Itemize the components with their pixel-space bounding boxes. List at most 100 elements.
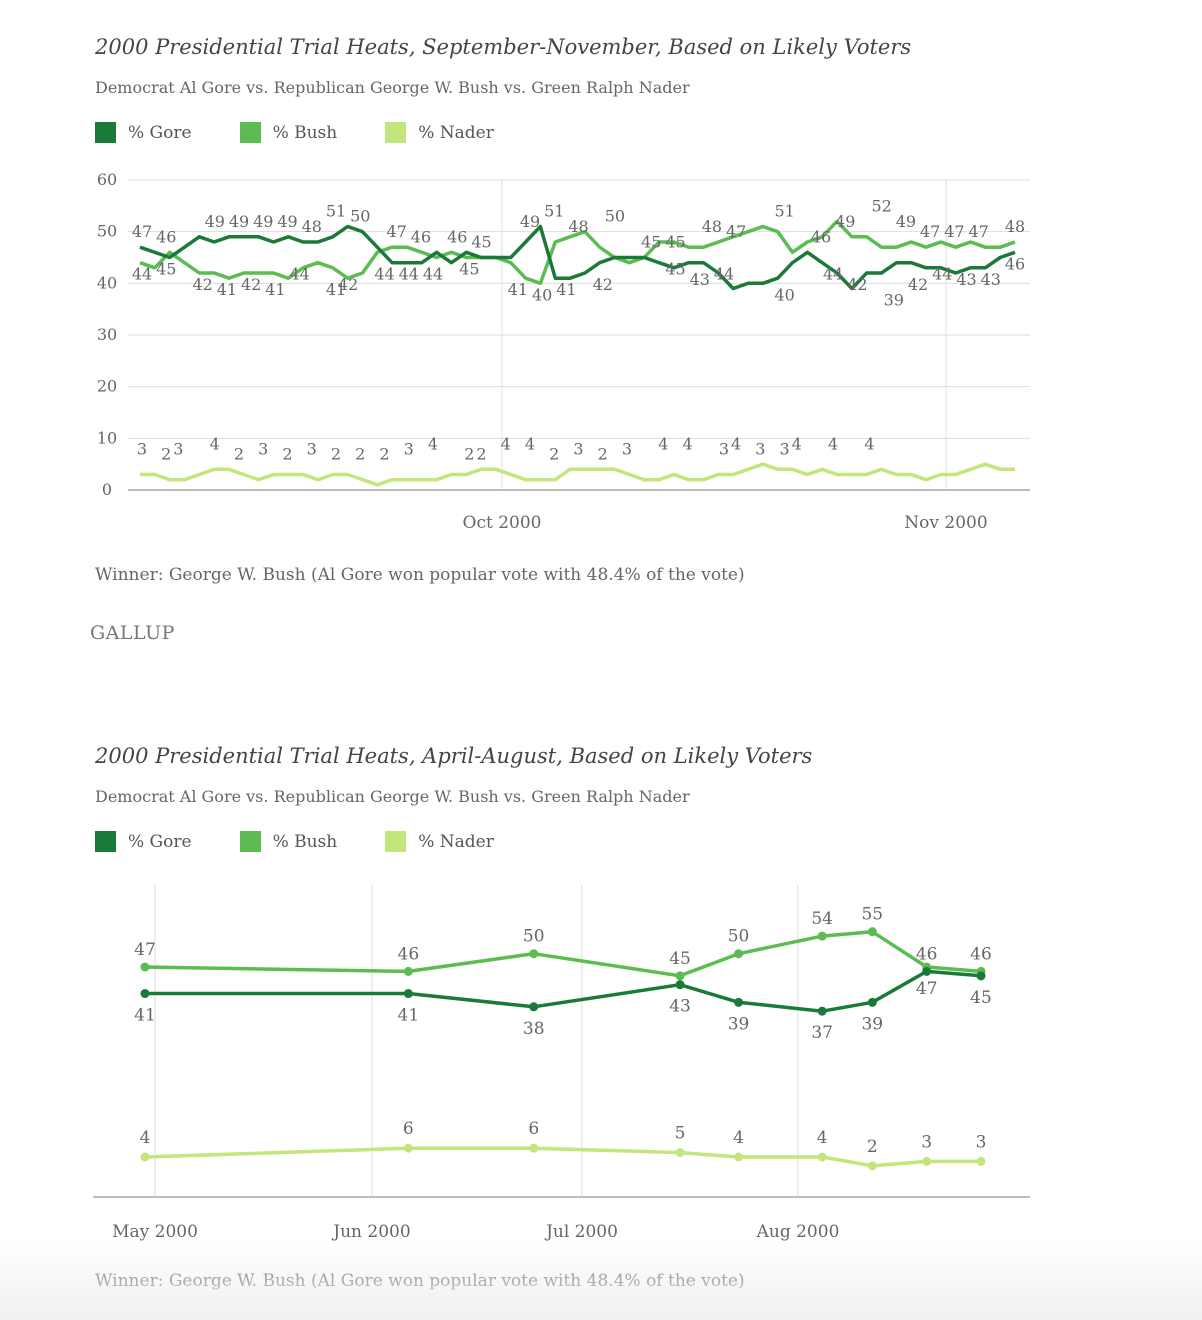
data-label-nader: 3: [719, 440, 729, 459]
data-label-gore: 43: [669, 997, 691, 1017]
data-label-nader: 4: [817, 1128, 828, 1148]
legend-swatch-bush: [239, 122, 261, 143]
data-label-gore: 47: [968, 222, 988, 241]
data-label-gore: 46: [411, 227, 431, 246]
data-label-gore: 49: [229, 212, 249, 231]
chart-title: 2000 Presidential Trial Heats, September…: [95, 35, 912, 59]
x-tick-label: Nov 2000: [904, 513, 987, 533]
data-point-bush: [403, 966, 413, 976]
data-label-bush: 42: [847, 275, 867, 294]
data-label-bush: 41: [556, 280, 576, 299]
data-label-bush: 44: [423, 265, 443, 284]
data-label-nader: 2: [282, 445, 292, 464]
data-label-bush: 42: [192, 275, 212, 294]
data-label-gore: 49: [520, 212, 540, 231]
data-point-gore: [734, 997, 744, 1007]
data-label-gore: 50: [605, 207, 625, 226]
data-label-nader: 3: [307, 440, 317, 459]
data-label-bush: 40: [774, 285, 794, 304]
data-label-bush: 45: [156, 260, 176, 279]
data-label-gore: 38: [523, 1019, 545, 1039]
data-point-gore: [403, 989, 413, 999]
data-label-gore: 49: [277, 212, 297, 231]
data-label-nader: 4: [210, 434, 220, 453]
data-point-gore: [140, 989, 150, 999]
legend-label-bush: % Bush: [272, 122, 338, 143]
y-tick-label: 50: [97, 222, 117, 241]
data-point-bush: [867, 927, 877, 937]
data-label-gore: 51: [326, 202, 346, 221]
legend-item-bush: % Bush: [239, 122, 338, 143]
data-label-nader: 2: [867, 1137, 878, 1157]
data-label-bush: 44: [374, 265, 394, 284]
data-label-gore: 48: [702, 217, 722, 236]
data-label-nader: 4: [501, 434, 511, 453]
data-label-gore: 39: [728, 1014, 750, 1034]
data-label-gore: 49: [835, 212, 855, 231]
data-label-bush: 41: [217, 280, 237, 299]
data-label-bush: 44: [714, 265, 734, 284]
data-label-gore: 45: [970, 988, 992, 1008]
y-tick-label: 60: [97, 170, 117, 189]
data-label-gore: 46: [811, 227, 831, 246]
series-line-gore: [145, 969, 982, 1013]
data-label-bush: 44: [823, 265, 843, 284]
data-label-bush: 42: [241, 275, 261, 294]
data-point-gore: [675, 980, 685, 990]
data-point-bush: [675, 971, 685, 981]
chart-title: 2000 Presidential Trial Heats, April-Aug…: [95, 744, 813, 768]
legend-label-gore: % Gore: [128, 831, 192, 852]
series-line-nader: [144, 1146, 981, 1168]
data-label-nader: 4: [525, 434, 535, 453]
data-label-bush: 45: [665, 260, 685, 279]
data-label-gore: 45: [641, 233, 661, 252]
data-label-gore: 45: [665, 233, 685, 252]
legend-item-gore: % Gore: [95, 831, 192, 852]
chart-subtitle: Democrat Al Gore vs. Republican George W…: [95, 787, 690, 806]
data-label-nader: 6: [403, 1119, 414, 1139]
legend-label-gore: % Gore: [128, 122, 192, 143]
data-label-gore: 52: [871, 196, 891, 215]
data-label-bush: 44: [132, 265, 152, 284]
data-point-nader: [976, 1156, 986, 1166]
y-tick-label: 40: [97, 273, 117, 292]
data-label-bush: 45: [459, 260, 479, 279]
data-label-nader: 2: [476, 445, 486, 464]
chart-legend: % Gore % Bush % Nader: [95, 831, 542, 852]
legend-label-bush: % Bush: [272, 831, 338, 852]
data-label-bush: 44: [289, 265, 309, 284]
data-label-nader: 2: [331, 445, 341, 464]
y-tick-label: 20: [97, 377, 117, 396]
data-label-nader: 4: [140, 1128, 151, 1148]
series-line-gore: [139, 224, 1016, 291]
data-point-gore: [867, 997, 877, 1007]
brand-logo: GALLUP: [90, 622, 175, 644]
data-point-gore: [976, 971, 986, 981]
data-point-gore: [817, 1006, 827, 1016]
data-label-bush: 42: [593, 275, 613, 294]
data-label-bush: 47: [134, 940, 156, 960]
data-label-gore: 46: [447, 227, 467, 246]
data-label-bush: 50: [523, 927, 545, 947]
data-label-gore: 39: [861, 1014, 883, 1034]
data-label-nader: 2: [598, 445, 608, 464]
data-label-bush: 46: [1005, 254, 1025, 273]
data-label-nader: 3: [573, 440, 583, 459]
data-label-nader: 3: [258, 440, 268, 459]
data-label-nader: 4: [658, 434, 668, 453]
data-label-gore: 45: [471, 233, 491, 252]
chart-footnote: Winner: George W. Bush (Al Gore won popu…: [95, 565, 745, 585]
data-label-gore: 47: [726, 222, 746, 241]
legend-swatch-gore: [95, 122, 116, 143]
data-point-gore: [922, 966, 932, 976]
data-label-nader: 4: [428, 434, 438, 453]
data-label-nader: 2: [549, 445, 559, 464]
y-tick-label: 0: [102, 480, 112, 499]
data-point-nader: [867, 1161, 877, 1171]
data-label-gore: 49: [896, 212, 916, 231]
data-label-nader: 3: [780, 440, 790, 459]
data-label-gore: 48: [302, 217, 322, 236]
data-label-bush: 40: [532, 285, 552, 304]
data-label-bush: 44: [399, 265, 419, 284]
legend-item-bush: % Bush: [239, 831, 338, 852]
